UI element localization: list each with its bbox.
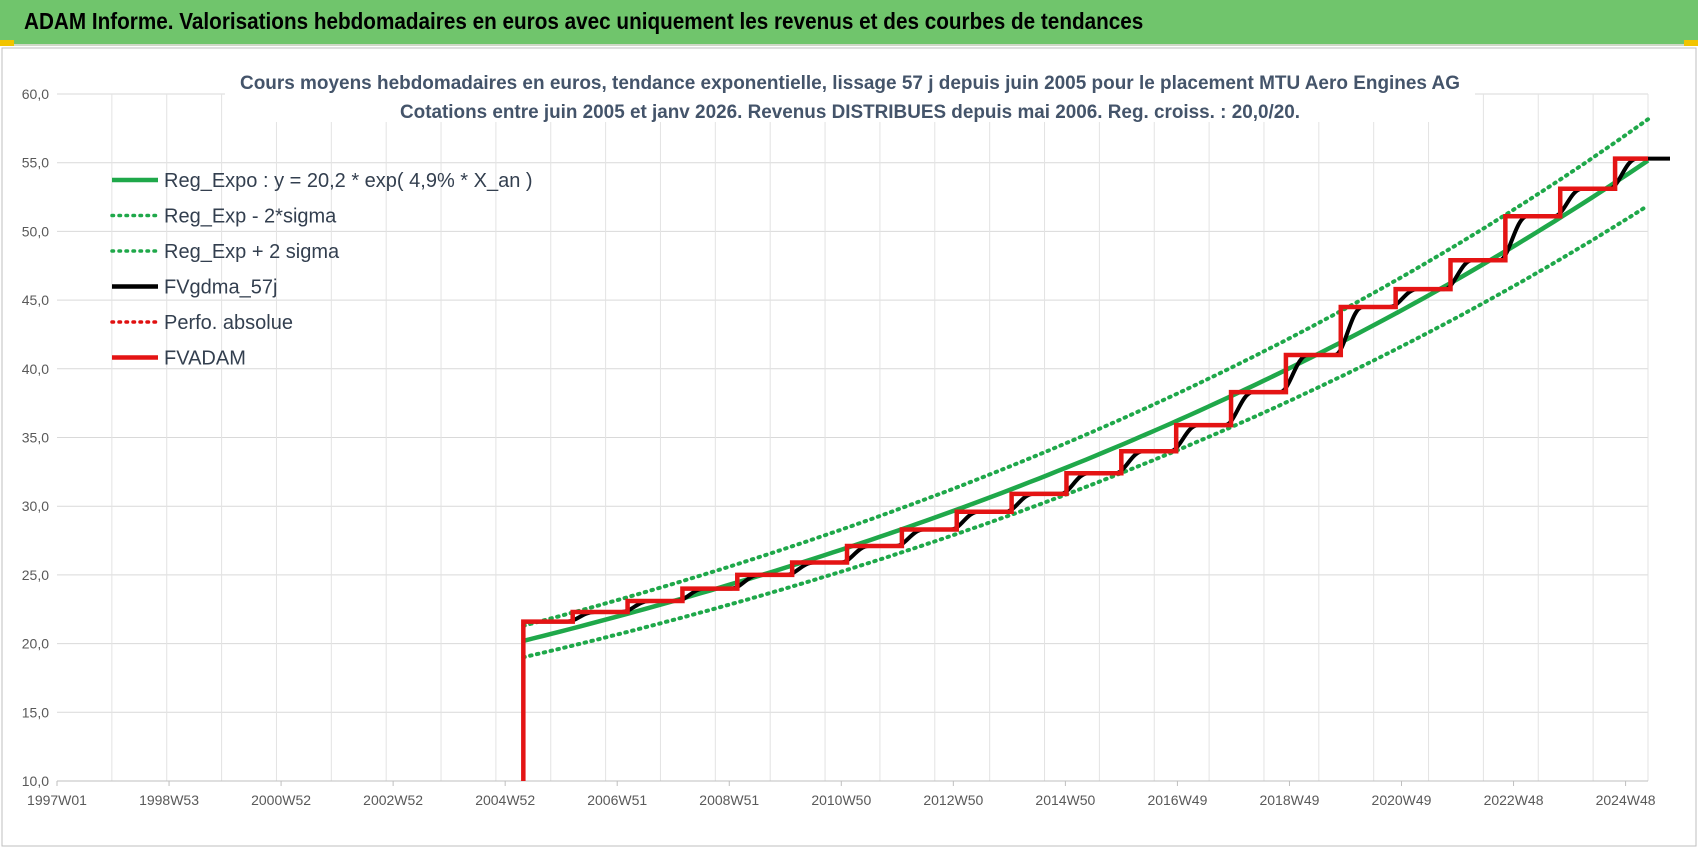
x-tick-label: 2024W48 (1596, 792, 1656, 808)
header-banner: ADAM Informe. Valorisations hebdomadaire… (0, 0, 1698, 46)
corner-marker-right (1684, 40, 1698, 46)
x-tick-label: 2004W52 (475, 792, 535, 808)
y-tick-label: 50,0 (22, 223, 49, 239)
y-tick-label: 30,0 (22, 498, 49, 514)
y-tick-label: 60,0 (22, 86, 49, 102)
y-tick-label: 35,0 (22, 430, 49, 446)
x-tick-label: 2012W50 (923, 792, 983, 808)
chart-area: 10,0 15,0 20,0 25,0 30,0 35,0 40,0 45,0 50,0 55,0… (0, 46, 1698, 848)
page-title: ADAM Informe. Valorisations hebdomadaire… (24, 8, 1144, 34)
y-tick-label: 25,0 (22, 567, 49, 583)
legend-label: Perfo. absolue (164, 312, 293, 334)
series-layer (521, 117, 1670, 781)
x-tick-label: 2016W49 (1147, 792, 1207, 808)
y-tick-label: 20,0 (22, 636, 49, 652)
y-tick-label: 15,0 (22, 704, 49, 720)
corner-marker-left (0, 40, 14, 46)
x-tick-label: 2000W52 (251, 792, 311, 808)
legend-label: FVADAM (164, 348, 246, 370)
x-tick-label: 1997W01 (27, 792, 87, 808)
series-fvadam (521, 156, 1648, 781)
y-tick-label: 10,0 (22, 773, 49, 789)
legend-label: FVgdma_57j (164, 277, 277, 299)
series-reg-minus-2sigma (521, 203, 1650, 660)
series-fvgdma-57j (523, 156, 1670, 624)
x-tick-label: 2002W52 (363, 792, 423, 808)
x-tick-label: 1998W53 (139, 792, 199, 808)
legend-label: Reg_Expo : y = 20,2 * exp( 4,9% * X_an ) (164, 170, 533, 192)
y-tick-label: 45,0 (22, 292, 49, 308)
y-tick-label: 55,0 (22, 155, 49, 171)
x-tick-label: 2018W49 (1259, 792, 1319, 808)
axes: 10,0 15,0 20,0 25,0 30,0 35,0 40,0 45,0 50,0 55,0… (22, 86, 1656, 808)
legend-label: Reg_Exp + 2 sigma (164, 241, 340, 263)
x-tick-label: 2014W50 (1035, 792, 1095, 808)
series-reg-plus-2sigma (521, 117, 1650, 628)
y-tick-label: 40,0 (22, 361, 49, 377)
chart-svg: 10,0 15,0 20,0 25,0 30,0 35,0 40,0 45,0 50,0 55,0… (1, 47, 1697, 847)
x-tick-label: 2008W51 (699, 792, 759, 808)
x-tick-label: 2020W49 (1372, 792, 1432, 808)
x-tick-label: 2010W50 (811, 792, 871, 808)
chart-border (1, 47, 1697, 847)
legend: Reg_Expo : y = 20,2 * exp( 4,9% * X_an )… (110, 170, 533, 370)
legend-label: Reg_Exp - 2*sigma (164, 206, 337, 228)
x-tick-label: 2022W48 (1484, 792, 1544, 808)
x-tick-label: 2006W51 (587, 792, 647, 808)
title-background (225, 60, 1475, 122)
chart-title: Cours moyens hebdomadaires en euros, ten… (240, 73, 1460, 94)
chart-subtitle: Cotations entre juin 2005 et janv 2026. … (400, 102, 1300, 123)
